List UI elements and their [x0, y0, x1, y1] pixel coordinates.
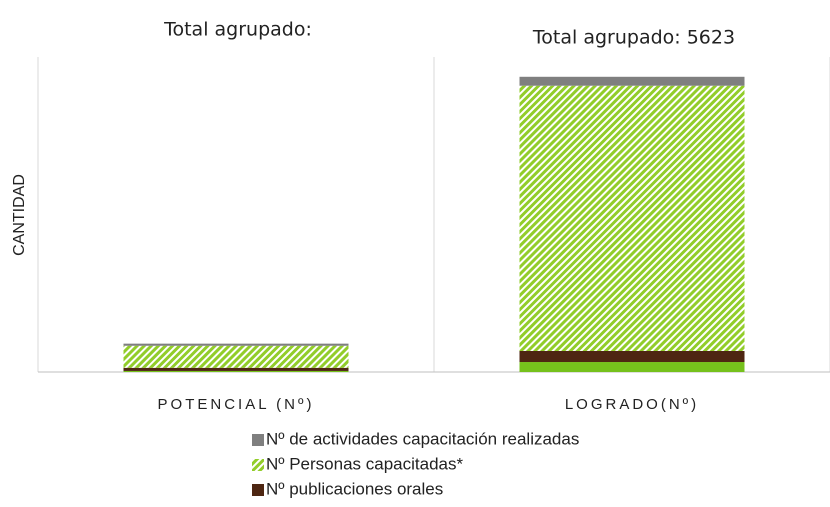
bar-segment [123, 367, 349, 371]
bar-segment [123, 343, 349, 346]
bar-segment [519, 76, 745, 86]
legend-label: Nº de actividades capacitación realizada… [266, 429, 579, 448]
bar-segment [519, 351, 745, 363]
legend-label: Nº Personas capacitadas* [266, 454, 463, 473]
bar-segment [519, 85, 745, 351]
legend-swatch [252, 484, 264, 496]
bar-segment [123, 345, 349, 368]
annotation: Total agrupado: 5623 [532, 27, 735, 49]
x-tick-label: POTENCIAL (Nº) [158, 396, 315, 413]
y-axis-label: CANTIDAD [11, 174, 28, 256]
bar-segment [519, 362, 745, 372]
x-tick-label: LOGRADO(Nº) [565, 396, 699, 413]
legend-label: Nº publicaciones orales [266, 479, 443, 498]
legend-swatch [252, 459, 264, 471]
bar-segment [123, 370, 349, 372]
legend-swatch [252, 434, 264, 446]
annotation: Total agrupado: [163, 19, 312, 41]
